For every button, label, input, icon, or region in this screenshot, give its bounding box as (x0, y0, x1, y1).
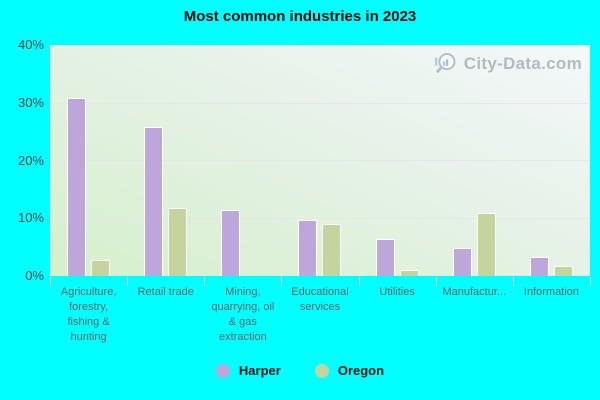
y-axis-label-0%: 0% (25, 268, 44, 283)
x-axis-label-7: Information (523, 286, 579, 298)
bar-harper-4 (298, 220, 318, 276)
bar-oregon-1 (91, 259, 111, 276)
legend-dot-harper (215, 363, 230, 378)
bar-harper-6 (452, 247, 472, 276)
axis-tick-6 (512, 277, 514, 286)
legend: Harper Oregon (0, 363, 600, 378)
bars-container (50, 46, 590, 276)
bar-harper-5 (375, 238, 395, 276)
bar-oregon-5 (399, 270, 419, 276)
bar-group-7 (513, 46, 590, 276)
y-axis-label-40%: 40% (17, 37, 44, 52)
bar-group-6 (436, 46, 513, 276)
x-axis-label-3: Mining, quarrying, oil & gas extraction (211, 286, 275, 343)
y-axis-label-20%: 20% (17, 152, 44, 168)
bar-group-3 (204, 46, 281, 276)
x-axis-label-2: Retail trade (137, 286, 194, 298)
bar-oregon-4 (322, 223, 342, 276)
bar-group-2 (127, 46, 204, 276)
x-axis-label-1: Agriculture, forestry, fishing & hunting (60, 286, 117, 343)
bar-oregon-2 (168, 207, 188, 276)
axis-tick-2 (204, 277, 206, 286)
bar-oregon-7 (553, 265, 573, 276)
legend-label-harper: Harper (238, 363, 281, 378)
bar-harper-1 (67, 98, 87, 276)
bar-harper-3 (221, 210, 241, 276)
axis-tick-5 (435, 277, 437, 286)
plot-area: City-Data.com (50, 45, 590, 276)
legend-item-harper: Harper (215, 363, 281, 378)
bar-oregon-6 (476, 212, 496, 276)
y-axis-label-30%: 30% (17, 94, 44, 110)
legend-label-oregon: Oregon (337, 363, 385, 378)
legend-item-oregon: Oregon (314, 363, 385, 378)
bar-group-1 (50, 46, 127, 276)
bar-harper-2 (144, 126, 164, 276)
x-axis-label-4: Educational services (291, 286, 349, 313)
gridline-10 (50, 217, 590, 219)
bar-group-4 (281, 46, 358, 276)
x-axis-labels: Agriculture, forestry, fishing & hunting… (50, 285, 590, 344)
chart-title: Most common industries in 2023 (183, 8, 417, 25)
bar-group-5 (359, 46, 436, 276)
x-axis-label-6: Manufactur... (442, 286, 507, 298)
watermark: City-Data.com (434, 51, 582, 77)
x-axis-label-5: Utilities (379, 286, 415, 298)
axis-tick-0 (50, 277, 51, 286)
magnifier-bar-chart-icon (434, 51, 461, 77)
axis-tick-4 (358, 277, 360, 286)
axis-tick-7 (590, 277, 591, 286)
y-axis-label-10%: 10% (17, 210, 44, 226)
axis-tick-1 (127, 277, 129, 286)
axis-tick-3 (281, 277, 283, 286)
bar-harper-7 (529, 257, 549, 276)
gridline-30 (50, 102, 590, 104)
legend-dot-oregon (314, 363, 329, 378)
gridline-20 (50, 160, 590, 161)
watermark-text: City-Data.com (463, 54, 582, 73)
